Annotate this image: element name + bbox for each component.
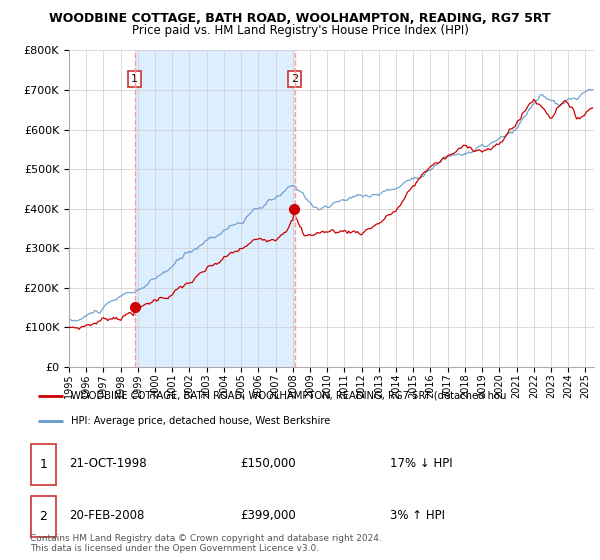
- Text: WOODBINE COTTAGE, BATH ROAD, WOOLHAMPTON, READING, RG7 5RT (detached hou: WOODBINE COTTAGE, BATH ROAD, WOOLHAMPTON…: [71, 391, 507, 401]
- Text: 1: 1: [40, 458, 47, 471]
- Text: £399,000: £399,000: [240, 509, 296, 522]
- FancyBboxPatch shape: [31, 444, 56, 485]
- Text: 20-FEB-2008: 20-FEB-2008: [69, 509, 145, 522]
- Text: Contains HM Land Registry data © Crown copyright and database right 2024.
This d: Contains HM Land Registry data © Crown c…: [30, 534, 382, 553]
- Text: £150,000: £150,000: [240, 457, 296, 470]
- Text: 2: 2: [291, 74, 298, 84]
- Text: 2: 2: [40, 510, 47, 523]
- Text: 17% ↓ HPI: 17% ↓ HPI: [390, 457, 452, 470]
- Text: WOODBINE COTTAGE, BATH ROAD, WOOLHAMPTON, READING, RG7 5RT: WOODBINE COTTAGE, BATH ROAD, WOOLHAMPTON…: [49, 12, 551, 25]
- Text: HPI: Average price, detached house, West Berkshire: HPI: Average price, detached house, West…: [71, 416, 331, 426]
- FancyBboxPatch shape: [31, 496, 56, 537]
- Text: 1: 1: [131, 74, 138, 84]
- Text: Price paid vs. HM Land Registry's House Price Index (HPI): Price paid vs. HM Land Registry's House …: [131, 24, 469, 36]
- Bar: [134, 50, 295, 367]
- Text: 21-OCT-1998: 21-OCT-1998: [69, 457, 146, 470]
- Text: 3% ↑ HPI: 3% ↑ HPI: [390, 509, 445, 522]
